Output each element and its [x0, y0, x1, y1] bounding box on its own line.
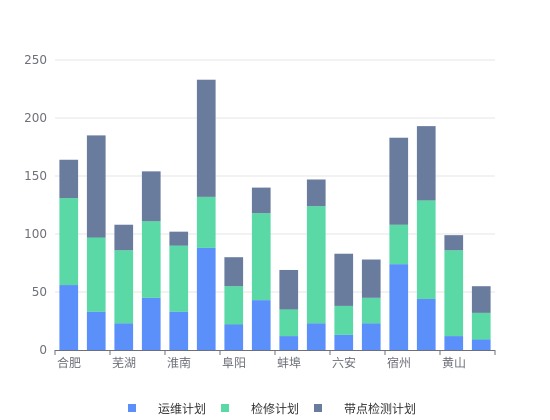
bar-segment[interactable] [196, 79, 216, 197]
x-tick-label: 阜阳 [222, 356, 246, 370]
bar-segment[interactable] [59, 285, 79, 350]
bar-segment[interactable] [251, 187, 271, 214]
bar-segment[interactable] [279, 309, 299, 337]
bar-segment[interactable] [306, 206, 326, 324]
x-tick-label: 六安 [332, 355, 356, 370]
bar-segment[interactable] [196, 196, 216, 248]
legend-item[interactable]: 运维计划 [128, 402, 206, 416]
legend-item[interactable]: 带点检测计划 [314, 401, 416, 416]
x-tick-label: 蚌埠 [277, 356, 301, 370]
bar-segment[interactable] [361, 259, 381, 298]
bar-segment[interactable] [251, 300, 271, 350]
bar-segment[interactable] [169, 231, 189, 246]
bar-segment[interactable] [86, 311, 106, 350]
bar-segment[interactable] [114, 323, 134, 350]
y-tick-label: 50 [32, 285, 47, 299]
bar-segment[interactable] [59, 198, 79, 286]
x-tick-label: 淮南 [167, 355, 191, 370]
bar-segment[interactable] [141, 297, 161, 350]
bar-segment[interactable] [141, 171, 161, 222]
bar-segment[interactable] [471, 339, 491, 350]
x-tick-label: 黄山 [442, 356, 466, 370]
bar-segment[interactable] [471, 286, 491, 313]
legend-swatch [128, 404, 136, 412]
y-tick-label: 150 [24, 169, 47, 183]
bar-segment[interactable] [389, 264, 409, 350]
bar-segment[interactable] [141, 221, 161, 298]
bar-segment[interactable] [389, 224, 409, 265]
bar-segment[interactable] [114, 250, 134, 324]
bar-segment[interactable] [251, 213, 271, 301]
bar-segment[interactable] [224, 257, 244, 287]
legend-label: 带点检测计划 [344, 401, 416, 416]
bar-segment[interactable] [86, 237, 106, 312]
legend[interactable]: 运维计划 检修计划 带点检测计划 [128, 401, 416, 416]
bar-segment[interactable] [361, 323, 381, 350]
x-tick-label: 宿州 [387, 355, 411, 370]
legend-item[interactable]: 检修计划 [221, 401, 299, 416]
bar-segment[interactable] [334, 334, 354, 350]
bars [59, 79, 491, 350]
y-axis-ticks: 0 50 100 150 200 250 [24, 53, 47, 357]
legend-swatch [221, 404, 229, 412]
bar-segment[interactable] [416, 200, 436, 299]
bar-segment[interactable] [306, 323, 326, 350]
bar-segment[interactable] [279, 336, 299, 350]
bar-segment[interactable] [389, 137, 409, 225]
legend-label: 检修计划 [251, 401, 299, 416]
bar-segment[interactable] [86, 135, 106, 238]
y-tick-label: 200 [24, 111, 47, 125]
bar-segment[interactable] [361, 297, 381, 324]
legend-label: 运维计划 [158, 402, 206, 416]
bar-segment[interactable] [444, 235, 464, 251]
bar-segment[interactable] [224, 324, 244, 350]
y-tick-label: 100 [24, 227, 47, 241]
bar-segment[interactable] [169, 311, 189, 350]
bar-segment[interactable] [114, 224, 134, 251]
bar-segment[interactable] [279, 269, 299, 310]
x-axis: 合肥 芜湖 淮南 阜阳 蚌埠 六安 宿州 黄山 [54, 350, 496, 370]
bar-segment[interactable] [416, 298, 436, 350]
bar-segment[interactable] [334, 253, 354, 306]
bar-segment[interactable] [444, 250, 464, 337]
bar-segment[interactable] [334, 305, 354, 335]
legend-swatch [314, 404, 322, 412]
bar-segment[interactable] [196, 247, 216, 350]
bar-segment[interactable] [224, 286, 244, 325]
y-tick-label: 250 [24, 53, 47, 67]
bar-segment[interactable] [59, 159, 79, 199]
x-tick-label: 合肥 [57, 355, 81, 370]
bar-segment[interactable] [169, 245, 189, 312]
y-tick-label: 0 [39, 343, 47, 357]
bar-segment[interactable] [306, 179, 326, 207]
bar-segment[interactable] [444, 336, 464, 350]
bar-segment[interactable] [471, 312, 491, 340]
x-tick-label: 芜湖 [112, 355, 136, 370]
bar-segment[interactable] [416, 126, 436, 201]
